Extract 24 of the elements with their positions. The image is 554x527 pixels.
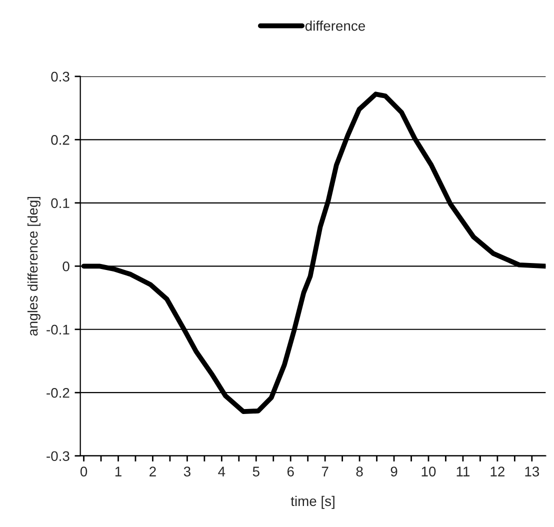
y-tick-label: 0.3 [51,72,70,82]
x-tick-label: 0 [80,466,88,476]
y-tick-label: -0.1 [46,324,70,335]
legend-label: difference [305,20,365,31]
x-tick-label: 12 [490,466,504,476]
x-tick-label: 2 [150,466,156,476]
y-tick-label: 0.2 [51,134,70,145]
x-tick-label: 7 [322,466,328,476]
x-tick-label: 4 [218,466,226,476]
x-tick-label: 9 [390,466,398,476]
y-tick-label: -0.3 [46,451,70,462]
y-tick-label: -0.2 [46,388,70,398]
y-tick-label: 0.1 [51,198,70,208]
y-tick-label: 0 [62,261,70,272]
x-tick-label: 13 [525,466,540,476]
x-tick-label: 8 [356,466,363,476]
x-axis-title: time [s] [290,496,334,509]
x-tick-label: 6 [287,466,294,476]
x-tick-label: 11 [456,466,470,476]
x-tick-label: 10 [422,466,436,476]
y-axis-title: angles difference [deg] [27,196,40,336]
x-tick-label: 5 [252,466,260,476]
x-tick-label: 3 [184,466,190,476]
x-tick-label: 1 [115,466,122,476]
